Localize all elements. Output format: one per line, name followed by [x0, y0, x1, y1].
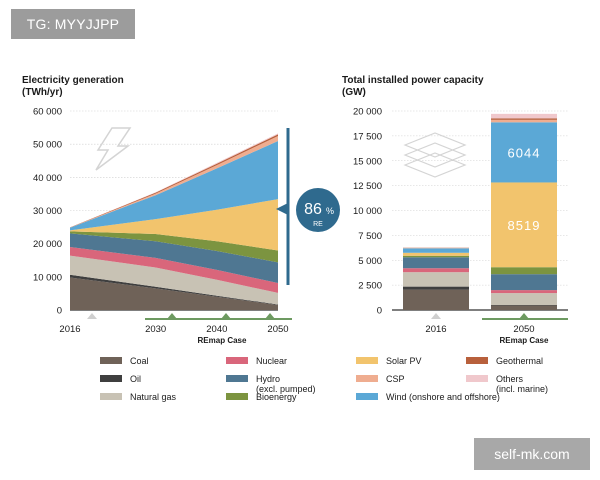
y-tick-label: 12 500 [353, 181, 382, 192]
re-pointer [276, 203, 288, 215]
y-tick-label: 15 000 [353, 156, 382, 167]
re-value: 86 [304, 201, 322, 218]
area-coal [70, 277, 278, 310]
axis-marker [167, 313, 177, 319]
x-tick-label: 2040 [206, 324, 227, 335]
watermark-bottom-right: self-mk.com [474, 438, 590, 470]
axis-marker [221, 313, 231, 319]
capacity-chart-title: Total installed power capacity (GW) [342, 75, 484, 99]
y-tick-label: 0 [57, 306, 62, 317]
bar-2016-bioenergy [403, 255, 469, 258]
area-wind [70, 141, 278, 231]
y-tick-label: 20 000 [353, 107, 382, 118]
y-tick-label: 30 000 [33, 206, 62, 217]
area-oil [70, 274, 278, 305]
bar-2050-solar-pv [491, 182, 557, 268]
generation-title-line: Electricity generation [22, 75, 124, 86]
y-tick-label: 10 000 [353, 206, 382, 217]
bar-2050-csp [491, 119, 557, 123]
bar-2050-natural-gas [491, 293, 557, 306]
bar-2016-hydro [403, 257, 469, 269]
segment-label: 8519 [508, 218, 541, 233]
x-sublabel: REmap Case [500, 336, 549, 345]
y-tick-label: 50 000 [33, 140, 62, 151]
generation-chart-title: Electricity generation (TWh/yr) [22, 75, 124, 99]
bar-2050-others [491, 113, 557, 119]
x-sublabel: REmap Case [198, 336, 247, 345]
bar-2016-solar-pv [403, 252, 469, 256]
capacity-title-line: (GW) [342, 87, 366, 98]
generation-title-line: (TWh/yr) [22, 87, 63, 98]
bar-2050-wind [491, 122, 557, 183]
y-tick-label: 40 000 [33, 173, 62, 184]
y-tick-label: 10 000 [33, 272, 62, 283]
bar-2016-oil [403, 286, 469, 290]
area-nuclear [70, 247, 278, 293]
x-tick-label: 2030 [145, 324, 166, 335]
bar-2050-coal [491, 305, 557, 310]
axis-marker [431, 313, 441, 319]
area-bioenergy [70, 231, 278, 263]
axis-marker [87, 313, 97, 319]
lightning-icon [95, 127, 132, 171]
bar-2050-bioenergy [491, 267, 557, 275]
re-unit: % [326, 206, 334, 216]
re-badge [296, 188, 340, 232]
capacity-title-line: Total installed power capacity [342, 75, 484, 86]
layers-icon [403, 152, 467, 178]
bar-2016-natural-gas [403, 272, 469, 287]
bar-2016-coal [403, 289, 469, 310]
y-tick-label: 20 000 [33, 239, 62, 250]
bar-2050-hydro [491, 274, 557, 291]
axis-marker [265, 313, 275, 319]
area-natural-gas [70, 255, 278, 305]
x-tick-label: 2016 [425, 324, 446, 335]
x-tick-label: 2016 [59, 324, 80, 335]
bar-2016-nuclear [403, 268, 469, 273]
y-tick-label: 5 000 [358, 256, 382, 267]
y-tick-label: 60 000 [33, 107, 62, 118]
axis-marker [519, 313, 529, 319]
bar-2050-nuclear [491, 290, 557, 294]
y-tick-label: 0 [377, 306, 382, 317]
y-tick-label: 17 500 [353, 131, 382, 142]
x-tick-label: 2050 [267, 324, 288, 335]
y-tick-label: 7 500 [358, 231, 382, 242]
segment-label: 6044 [508, 145, 541, 160]
area-solar-pv [70, 199, 278, 251]
watermark-top-left: TG: MYYJJPP [11, 9, 135, 39]
x-tick-label: 2050 [513, 324, 534, 335]
bar-2016-wind [403, 248, 469, 253]
area-hydro [70, 233, 278, 283]
layers-icon [403, 142, 467, 168]
y-tick-label: 2 500 [358, 281, 382, 292]
layers-icon [403, 132, 467, 158]
bar-2050-geothermal [491, 118, 557, 120]
re-sublabel: RE [313, 221, 323, 228]
